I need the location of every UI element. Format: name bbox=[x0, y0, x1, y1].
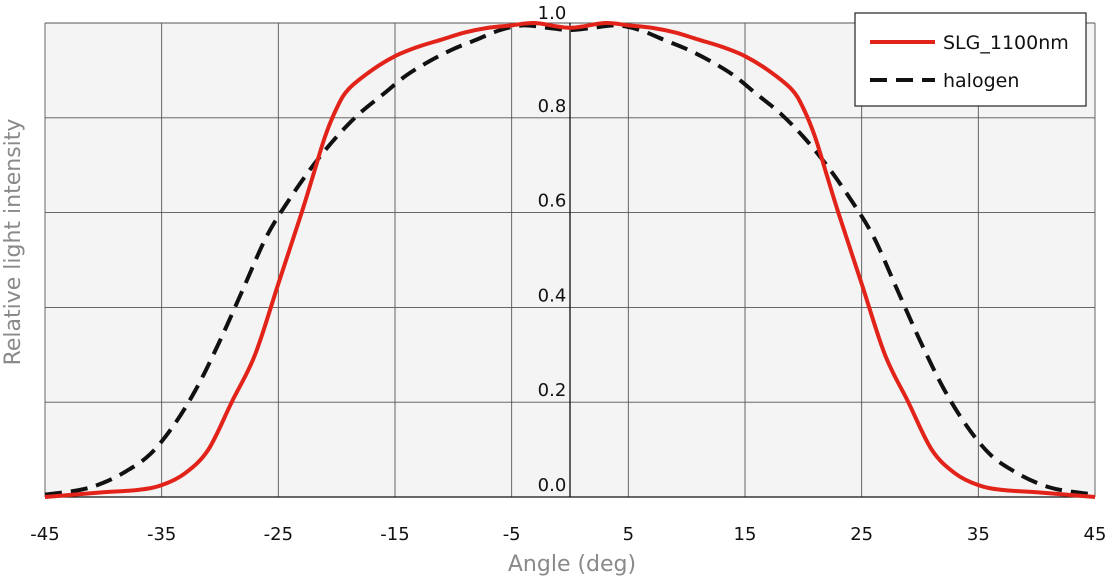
legend-label: SLG_1100nm bbox=[943, 32, 1069, 54]
y-tick-label: 0.4 bbox=[538, 285, 567, 306]
y-tick-label: 0.8 bbox=[538, 96, 567, 117]
y-tick-label: 0.2 bbox=[538, 380, 567, 401]
series-line-halogen bbox=[44, 23, 1096, 497]
legend-box bbox=[854, 12, 1087, 107]
x-tick-label: 35 bbox=[967, 524, 990, 545]
x-tick-label: 15 bbox=[734, 524, 757, 545]
y-axis-label: Relative light intensity bbox=[1, 119, 26, 366]
series-lines bbox=[44, 20, 1096, 499]
x-tick-label: -35 bbox=[147, 524, 176, 545]
x-tick-label: 25 bbox=[850, 524, 873, 545]
x-tick-label: -5 bbox=[503, 524, 521, 545]
x-tick-label: 5 bbox=[623, 524, 634, 545]
x-axis-label: Angle (deg) bbox=[508, 552, 636, 577]
y-tick-label: 0.6 bbox=[538, 191, 567, 212]
x-tick-label: -15 bbox=[380, 524, 409, 545]
series-line-slg-1100nm bbox=[44, 20, 1096, 499]
y-tick-label: 1.0 bbox=[538, 3, 567, 24]
x-tick-label: 45 bbox=[1084, 524, 1107, 545]
legend-label: halogen bbox=[943, 70, 1019, 92]
x-tick-label: -25 bbox=[264, 524, 293, 545]
y-tick-label: 0.0 bbox=[538, 475, 567, 496]
x-tick-label: -45 bbox=[30, 524, 59, 545]
tick-labels: -45 -35 -25 -15 -5 5 15 25 35 45 0.0 0.2 0.4 0.6 0.8 1.… bbox=[30, 3, 1106, 545]
